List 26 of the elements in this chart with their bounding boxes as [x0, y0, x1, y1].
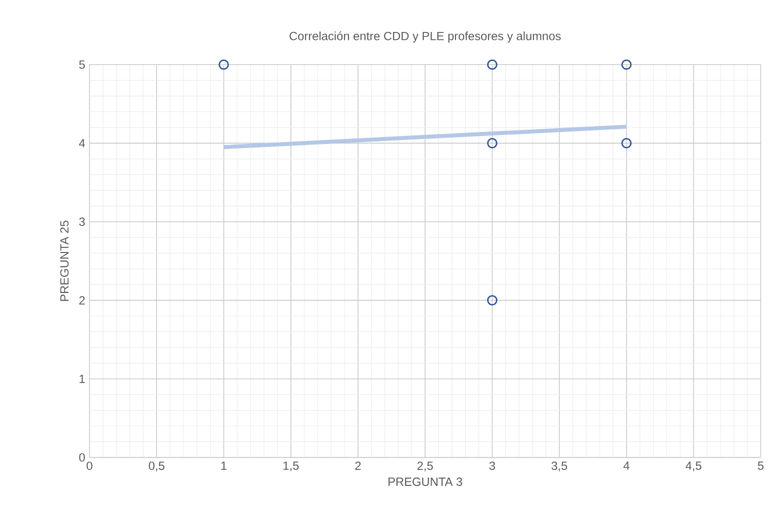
- point: [621, 59, 632, 70]
- x-tick-label: 5: [758, 462, 764, 470]
- point: [487, 295, 498, 306]
- y-tick-label: 4: [79, 139, 85, 148]
- x-axis-title: PREGUNTA 3: [388, 478, 462, 486]
- point: [218, 59, 229, 70]
- y-tick-label: 2: [79, 296, 85, 304]
- x-tick-label: 3: [489, 462, 496, 470]
- x-tick-label: 2: [355, 462, 361, 470]
- x-tick-label: 1: [221, 462, 226, 470]
- y-tick-label: 1: [80, 374, 85, 383]
- y-tick-label: 3: [79, 218, 85, 226]
- x-tick-label: 3,5: [552, 462, 568, 472]
- point: [487, 59, 498, 70]
- y-tick-label: 5: [79, 60, 85, 69]
- x-tick-label: 4,5: [686, 462, 702, 472]
- x-tick-label: 1,5: [284, 462, 299, 472]
- chart-title: Correlación entre CDD y PLE profesores y alumnos: [290, 31, 561, 43]
- x-tick-label: 2,5: [417, 462, 433, 472]
- y-axis-title: PREGUNTA 25: [60, 220, 69, 301]
- y-tick-label: 0: [79, 453, 85, 462]
- x-tick-label: 4: [623, 462, 630, 470]
- x-tick-label: 0: [86, 462, 92, 470]
- point: [621, 138, 632, 148]
- x-tick-label: 0,5: [148, 462, 164, 472]
- point: [487, 138, 498, 148]
